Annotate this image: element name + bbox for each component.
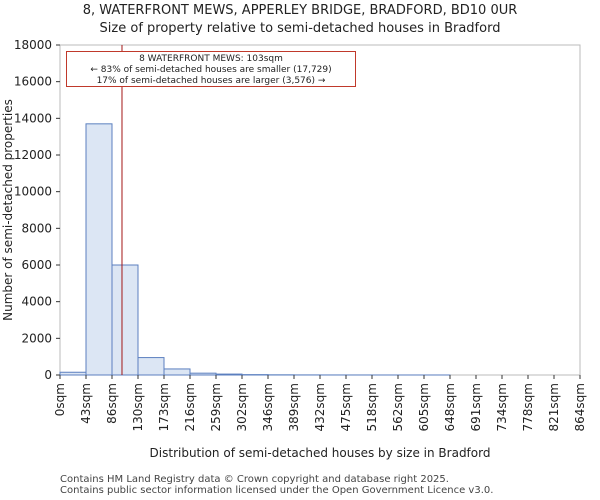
plot-area <box>59 44 581 376</box>
chart-subtitle: Size of property relative to semi-detach… <box>99 21 501 36</box>
annotation-line-3: 17% of semi-detached houses are larger (… <box>96 76 326 86</box>
y-tick-label: 6000 <box>21 258 52 272</box>
x-tick-label: 43sqm <box>79 383 93 424</box>
x-tick-label: 821sqm <box>547 383 561 431</box>
annotation-line-2: ← 83% of semi-detached houses are smalle… <box>90 65 332 75</box>
x-tick-label: 173sqm <box>157 383 171 431</box>
x-tick-label: 778sqm <box>521 383 535 431</box>
x-tick-label: 302sqm <box>235 383 249 431</box>
footer-line-1: Contains HM Land Registry data © Crown c… <box>60 474 449 485</box>
x-tick-label: 605sqm <box>417 383 431 431</box>
x-tick-label: 648sqm <box>443 383 457 431</box>
histogram-bar <box>85 123 113 376</box>
x-tick-label: 86sqm <box>105 383 119 424</box>
x-tick-label: 691sqm <box>469 383 483 431</box>
histogram-bar <box>163 368 191 376</box>
x-tick-label: 518sqm <box>365 383 379 431</box>
y-tick-label: 18000 <box>14 38 52 52</box>
histogram-bar <box>59 371 87 376</box>
x-tick-label: 562sqm <box>391 383 405 431</box>
y-tick-label: 16000 <box>14 75 52 89</box>
annotation-line-1: 8 WATERFRONT MEWS: 103sqm <box>139 54 283 64</box>
y-tick-label: 0 <box>44 368 52 382</box>
x-tick-label: 0sqm <box>53 383 67 416</box>
x-tick-label: 259sqm <box>209 383 223 431</box>
y-axis-label: Number of semi-detached properties <box>1 99 15 321</box>
property-annotation-box: 8 WATERFRONT MEWS: 103sqm ← 83% of semi-… <box>66 51 356 87</box>
chart-title: 8, WATERFRONT MEWS, APPERLEY BRIDGE, BRA… <box>82 3 518 18</box>
histogram-bar <box>137 357 165 376</box>
x-tick-label: 432sqm <box>313 383 327 431</box>
x-tick-label: 389sqm <box>287 383 301 431</box>
histogram-bar <box>215 373 243 376</box>
x-tick-label: 130sqm <box>131 383 145 431</box>
x-axis-label: Distribution of semi-detached houses by … <box>150 446 491 460</box>
x-tick-label: 346sqm <box>261 383 275 431</box>
y-tick-label: 2000 <box>21 331 52 345</box>
histogram-bar <box>189 372 217 376</box>
x-tick-label: 216sqm <box>183 383 197 431</box>
footer-line-2: Contains public sector information licen… <box>60 485 494 496</box>
x-tick-label: 475sqm <box>339 383 353 431</box>
y-tick-label: 8000 <box>21 221 52 235</box>
x-tick-label: 864sqm <box>573 383 587 431</box>
y-tick-label: 12000 <box>14 148 52 162</box>
histogram-bar <box>111 264 139 376</box>
y-tick-label: 4000 <box>21 295 52 309</box>
y-tick-label: 10000 <box>14 185 52 199</box>
y-tick-label: 14000 <box>14 111 52 125</box>
x-tick-label: 734sqm <box>495 383 509 431</box>
